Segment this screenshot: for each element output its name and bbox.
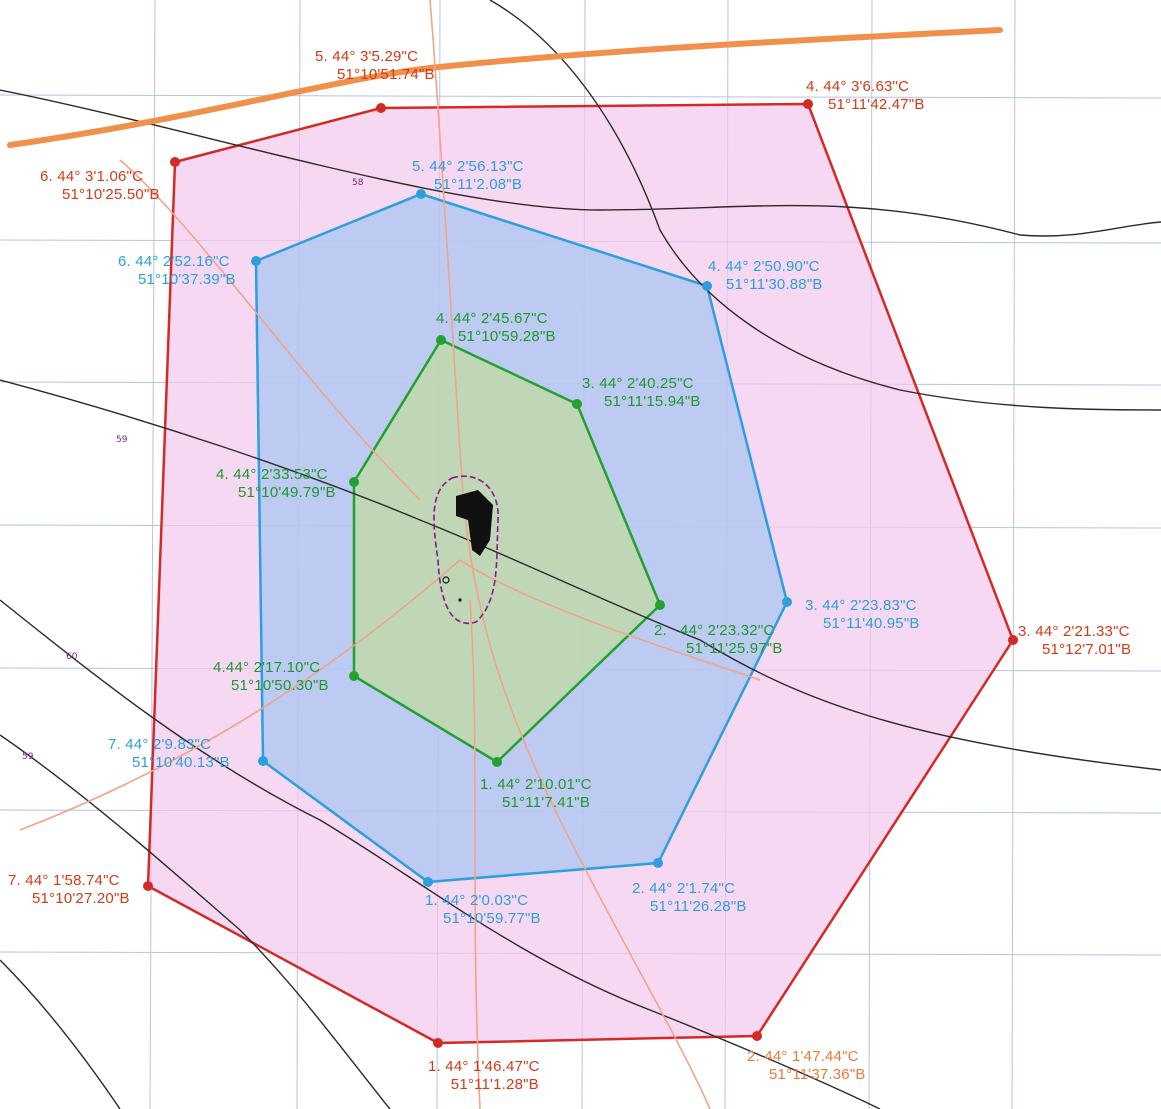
minor-roads xyxy=(19,0,761,1109)
middle-vertex-5 xyxy=(416,189,426,199)
outer-point-4-label: 4. 44° 3'6.63"C 51°11'42.47"B xyxy=(806,78,925,113)
inner-point-3-label: 3. 44° 2'40.25"C 51°11'15.94"B xyxy=(582,375,701,410)
inner-vertex-2 xyxy=(655,600,665,610)
middle-vertex-2 xyxy=(653,858,663,868)
contour-label: 58 xyxy=(352,178,364,188)
outer-vertex-2 xyxy=(752,1031,762,1041)
inner-vertex-3 xyxy=(572,399,582,409)
middle-point-2-label: 2. 44° 2'1.74"C 51°11'26.28"B xyxy=(632,880,747,915)
inner-vertex-4 xyxy=(436,335,446,345)
outer-point-3-label: 3. 44° 2'21.33"C 51°12'7.01"B xyxy=(1018,623,1132,658)
outer-zone-vertices xyxy=(143,99,1018,1048)
inner-point-1-label: 1. 44° 2'10.01"C 51°11'7.41"B xyxy=(480,776,592,811)
middle-vertex-1 xyxy=(423,877,433,887)
inner-vertex-6 xyxy=(349,671,359,681)
middle-vertex-4 xyxy=(702,281,712,291)
contour-label: 59 xyxy=(22,752,34,762)
inner-zone-vertices xyxy=(349,335,665,767)
outer-vertex-1 xyxy=(433,1038,443,1048)
outer-vertex-5 xyxy=(376,103,386,113)
middle-vertex-3 xyxy=(782,597,792,607)
outer-vertex-7 xyxy=(143,881,153,891)
outer-vertex-6 xyxy=(170,157,180,167)
middle-point-5-label: 5. 44° 2'56.13"C 51°11'2.08"B xyxy=(412,158,524,193)
inner-point-5-label: 4. 44° 2'33.53"C 51°10'49.79"B xyxy=(216,466,336,501)
middle-point-4-label: 4. 44° 2'50.90"C 51°11'30.88"B xyxy=(708,258,823,293)
inner-vertex-5 xyxy=(349,477,359,487)
middle-zone-vertices xyxy=(251,189,792,887)
outer-point-5-label: 5. 44° 3'5.29"C 51°10'51.74"B xyxy=(315,48,435,83)
contour-label: 60 xyxy=(66,652,78,662)
inner-vertex-1 xyxy=(492,757,502,767)
middle-point-3-label: 3. 44° 2'23.83"C 51°11'40.95"B xyxy=(805,597,920,632)
outer-point-2-label: 2. 44° 1'47.44"C 51°11'37.36"B xyxy=(747,1048,866,1083)
outer-point-6-label: 6. 44° 3'1.06"C 51°10'25.50"B xyxy=(40,168,160,203)
outer-point-1-label: 1. 44° 1'46.47"C 51°11'1.28"B xyxy=(428,1058,540,1093)
site-building xyxy=(456,490,493,556)
site xyxy=(433,475,499,625)
middle-point-6-label: 6. 44° 2'52.16"C 51°10'37.39"B xyxy=(118,253,236,288)
site-boundary xyxy=(433,475,499,625)
main-road xyxy=(7,27,1003,148)
middle-point-1-label: 1. 44° 2'0.03"C 51°10'59.77"B xyxy=(425,892,541,927)
middle-point-7-label: 7. 44° 2'9.83"C 51°10'40.13"B xyxy=(108,736,230,771)
middle-vertex-7 xyxy=(258,756,268,766)
inner-point-2-label: 2. 44° 2'23.32"C 51°11'25.97"B xyxy=(654,622,783,657)
inner-point-6-label: 4.44° 2'17.10"C 51°10'50.30"B xyxy=(213,659,329,694)
outer-point-7-label: 7. 44° 1'58.74"C 51°10'27.20"B xyxy=(8,872,130,907)
contour-label: 59 xyxy=(116,435,128,445)
inner-point-4-label: 4. 44° 2'45.67"C 51°10'59.28"B xyxy=(436,310,556,345)
middle-vertex-6 xyxy=(251,256,261,266)
outer-vertex-4 xyxy=(803,99,813,109)
outer-vertex-3 xyxy=(1008,635,1018,645)
